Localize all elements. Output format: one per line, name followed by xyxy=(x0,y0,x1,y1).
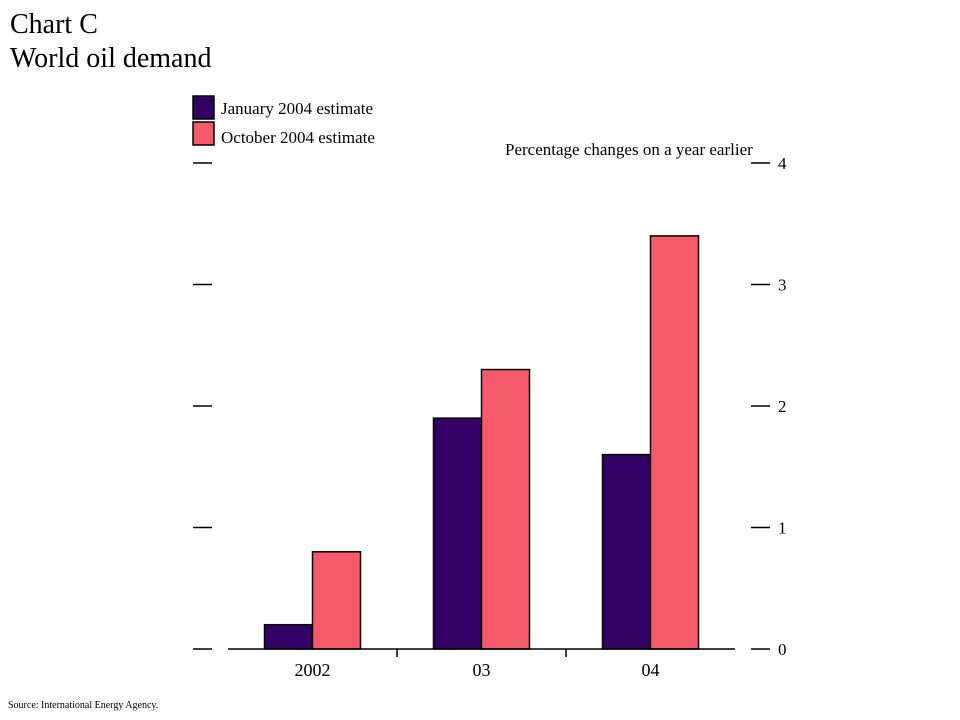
y-tick-label: 0 xyxy=(778,640,787,659)
x-tick-label: 2002 xyxy=(295,660,331,680)
y-tick-label: 1 xyxy=(778,519,787,538)
bar-october-04 xyxy=(649,235,700,650)
legend-label-october: October 2004 estimate xyxy=(221,128,375,147)
bar-january-03 xyxy=(432,417,483,650)
bar-january-04 xyxy=(601,453,652,650)
y-tick-label: 4 xyxy=(778,154,787,173)
right-axis: 0 1 2 3 4 xyxy=(751,154,787,659)
x-tick-label: 03 xyxy=(473,660,491,680)
bars xyxy=(263,235,700,650)
bar-january-2002 xyxy=(263,623,314,650)
units-label: Percentage changes on a year earlier xyxy=(505,140,753,159)
y-tick-label: 3 xyxy=(778,276,787,295)
left-axis-ticks xyxy=(193,162,212,650)
x-tick-label: 04 xyxy=(642,660,660,680)
x-axis: 2002 03 04 xyxy=(295,649,660,680)
legend-swatch-january xyxy=(192,95,215,120)
bar-october-03 xyxy=(480,368,531,650)
source-note: Source: International Energy Agency. xyxy=(8,700,159,711)
y-tick-label: 2 xyxy=(778,397,787,416)
legend: January 2004 estimate October 2004 estim… xyxy=(192,95,375,147)
chart-title: Chart C World oil demand xyxy=(10,8,211,76)
chart-title-line2: World oil demand xyxy=(10,43,212,74)
bar-october-2002 xyxy=(311,551,362,650)
legend-swatch-october xyxy=(192,121,215,146)
chart-title-line1: Chart C xyxy=(10,9,98,40)
legend-label-january: January 2004 estimate xyxy=(221,99,373,118)
